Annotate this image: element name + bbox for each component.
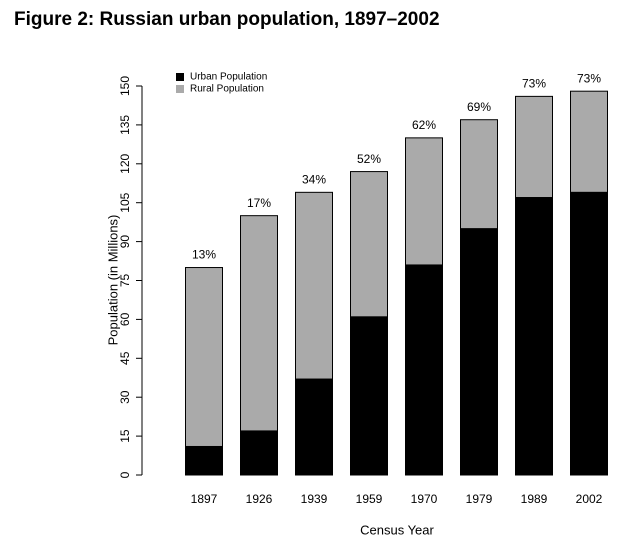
bar-label: 73% [522, 77, 546, 91]
y-tick-label: 105 [118, 192, 132, 212]
y-tick-label: 75 [118, 274, 132, 288]
bar-segment [405, 137, 443, 266]
bar-label: 34% [302, 172, 326, 186]
y-tick-label: 15 [118, 429, 132, 443]
bar-label: 69% [467, 100, 491, 114]
y-tick-label: 0 [118, 471, 132, 478]
bar-segment [515, 197, 553, 476]
legend-label: Urban Population [190, 72, 267, 83]
bar-label: 17% [247, 196, 271, 210]
x-tick-label: 1970 [411, 492, 438, 506]
bar-segment [405, 264, 443, 476]
bar-label: 73% [577, 71, 601, 85]
x-tick-label: 1979 [466, 492, 493, 506]
y-tick-label: 150 [118, 76, 132, 96]
x-tick-label: 1939 [301, 492, 328, 506]
bar-segment [185, 445, 223, 476]
x-tick-label: 1926 [246, 492, 273, 506]
bar-segment [460, 119, 498, 230]
bar-segment [295, 191, 333, 380]
bar-segment [240, 430, 278, 476]
legend-label: Rural Population [190, 84, 264, 95]
bar-segment [350, 316, 388, 476]
x-tick-label: 1897 [191, 492, 218, 506]
y-tick-label: 30 [118, 390, 132, 404]
y-tick-label: 90 [118, 235, 132, 249]
bar-segment [295, 378, 333, 476]
x-axis-title: Census Year [360, 522, 434, 537]
bar-label: 52% [357, 152, 381, 166]
bar-segment [350, 171, 388, 318]
legend-swatch [176, 85, 184, 93]
bar-segment [570, 191, 608, 476]
bar-label: 62% [412, 118, 436, 132]
y-tick-label: 60 [118, 312, 132, 326]
bar-segment [240, 215, 278, 432]
y-tick-label: 120 [118, 153, 132, 173]
bar-segment [570, 90, 608, 193]
y-tick-label: 135 [118, 115, 132, 135]
legend-swatch [176, 73, 184, 81]
x-tick-label: 1959 [356, 492, 383, 506]
x-tick-label: 2002 [576, 492, 603, 506]
bar-label: 13% [192, 248, 216, 262]
y-axis-title: Population (in Millions) [105, 215, 120, 346]
bar-segment [515, 95, 553, 199]
bar-segment [185, 267, 223, 447]
bar-segment [460, 228, 498, 476]
y-tick-label: 45 [118, 351, 132, 365]
chart-title: Figure 2: Russian urban population, 1897… [14, 9, 440, 30]
x-tick-label: 1989 [521, 492, 548, 506]
